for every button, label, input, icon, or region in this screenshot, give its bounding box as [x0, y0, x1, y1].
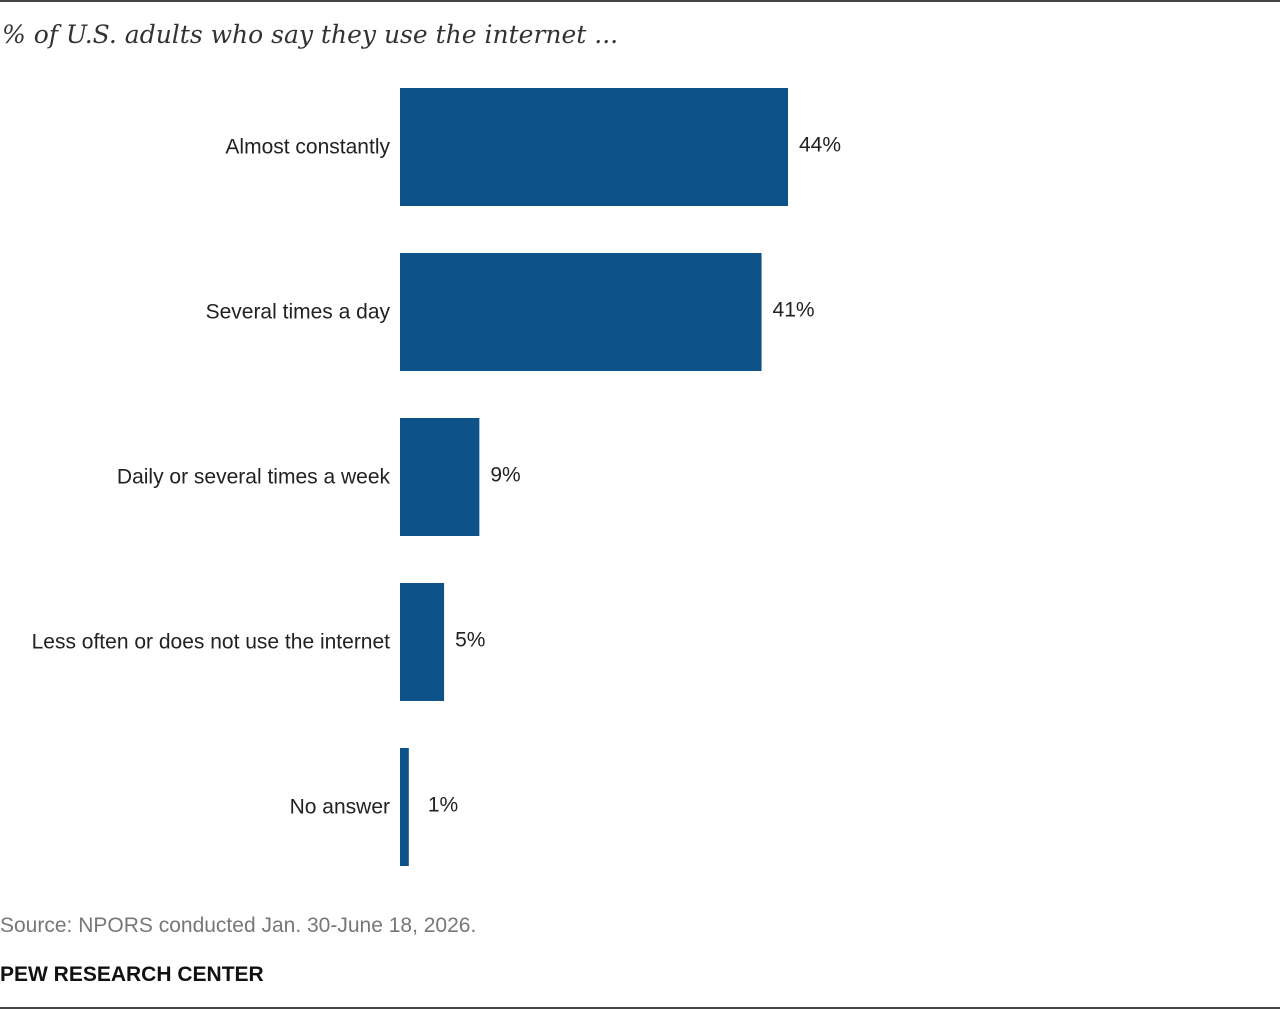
value-label-2: 9% [490, 464, 520, 487]
bar-3 [400, 583, 445, 701]
source-note: Source: NPORS conducted Jan. 30-June 18,… [0, 914, 477, 937]
top-rule [0, 0, 1280, 2]
bottom-rule [0, 1007, 1280, 1009]
category-label-1: Several times a day [206, 301, 391, 324]
organization-name: PEW RESEARCH CENTER [0, 963, 264, 986]
category-label-0: Almost constantly [225, 136, 390, 159]
bar-2 [400, 418, 480, 536]
category-label-3: Less often or does not use the internet [32, 631, 391, 654]
chart-subtitle: % of U.S. adults who say they use the in… [2, 20, 619, 49]
bar-4 [400, 748, 409, 866]
value-label-4: 1% [428, 794, 458, 817]
value-label-0: 44% [799, 134, 841, 157]
value-label-1: 41% [773, 299, 815, 322]
value-label-3: 5% [455, 629, 485, 652]
bar-1 [400, 253, 762, 371]
category-label-4: No answer [290, 796, 390, 819]
category-label-2: Daily or several times a week [117, 466, 391, 489]
bar-chart: Almost constantly 44% Several times a day 4… [32, 88, 841, 866]
bar-0 [400, 88, 788, 206]
